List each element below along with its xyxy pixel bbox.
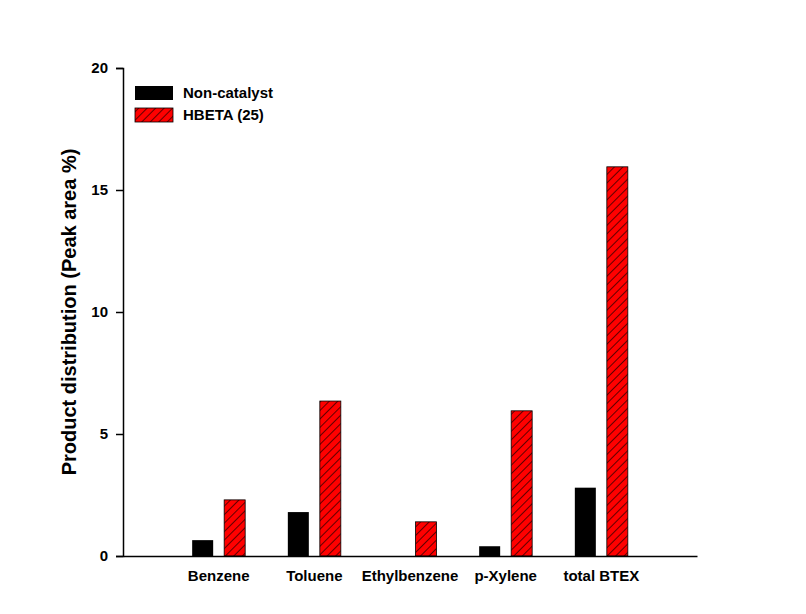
x-axis: Benzene Toluene Ethylbenzene p-Xylene total … [124,556,698,584]
x-tick: Toluene [286,556,342,584]
bar [288,512,309,556]
y-axis-line [116,69,124,557]
bar [479,546,500,556]
legend-label: HBETA (25) [183,106,264,123]
chart: 0 5 10 15 20 Benzene Toluene Ethylbenzene p-Xyle… [0,0,806,614]
x-axis-line [124,556,698,558]
y-tick-label: 10 [91,303,108,320]
legend-swatch [135,108,173,122]
bar [607,167,628,556]
x-tick-label: Toluene [286,567,342,584]
bar [224,500,245,556]
y-tick: 10 [91,303,123,320]
y-tick: 5 [100,425,123,442]
y-tick-label: 20 [91,59,108,76]
y-tick-mark [116,434,123,436]
bar [192,540,213,556]
x-tick-label: total BTEX [563,567,639,584]
y-tick: 20 [91,59,123,76]
y-tick-label: 0 [100,547,108,564]
x-tick-label: p-Xylene [474,567,537,584]
y-tick: 0 [100,547,123,564]
y-axis: 0 5 10 15 20 [91,59,123,564]
y-tick: 15 [91,181,123,198]
legend: Non-catalyst HBETA (25) [135,84,273,123]
y-tick-mark [116,556,123,558]
x-tick: Ethylbenzene [362,556,459,584]
x-tick: Benzene [188,556,250,584]
legend-label: Non-catalyst [183,84,273,101]
bar [511,411,532,556]
y-tick-mark [116,68,123,70]
bar [575,488,596,556]
y-tick-label: 5 [100,425,108,442]
y-tick-mark [116,312,123,314]
x-tick: p-Xylene [474,556,537,584]
y-tick-label: 15 [91,181,108,198]
x-tick-label: Ethylbenzene [362,567,459,584]
x-tick: total BTEX [563,556,639,584]
x-tick-label: Benzene [188,567,250,584]
bar [416,522,437,556]
bar [320,401,341,556]
plot-area [192,167,628,556]
y-axis-title: Product distribution (Peak area %) [58,149,80,476]
y-tick-mark [116,190,123,192]
legend-swatch [135,86,173,100]
